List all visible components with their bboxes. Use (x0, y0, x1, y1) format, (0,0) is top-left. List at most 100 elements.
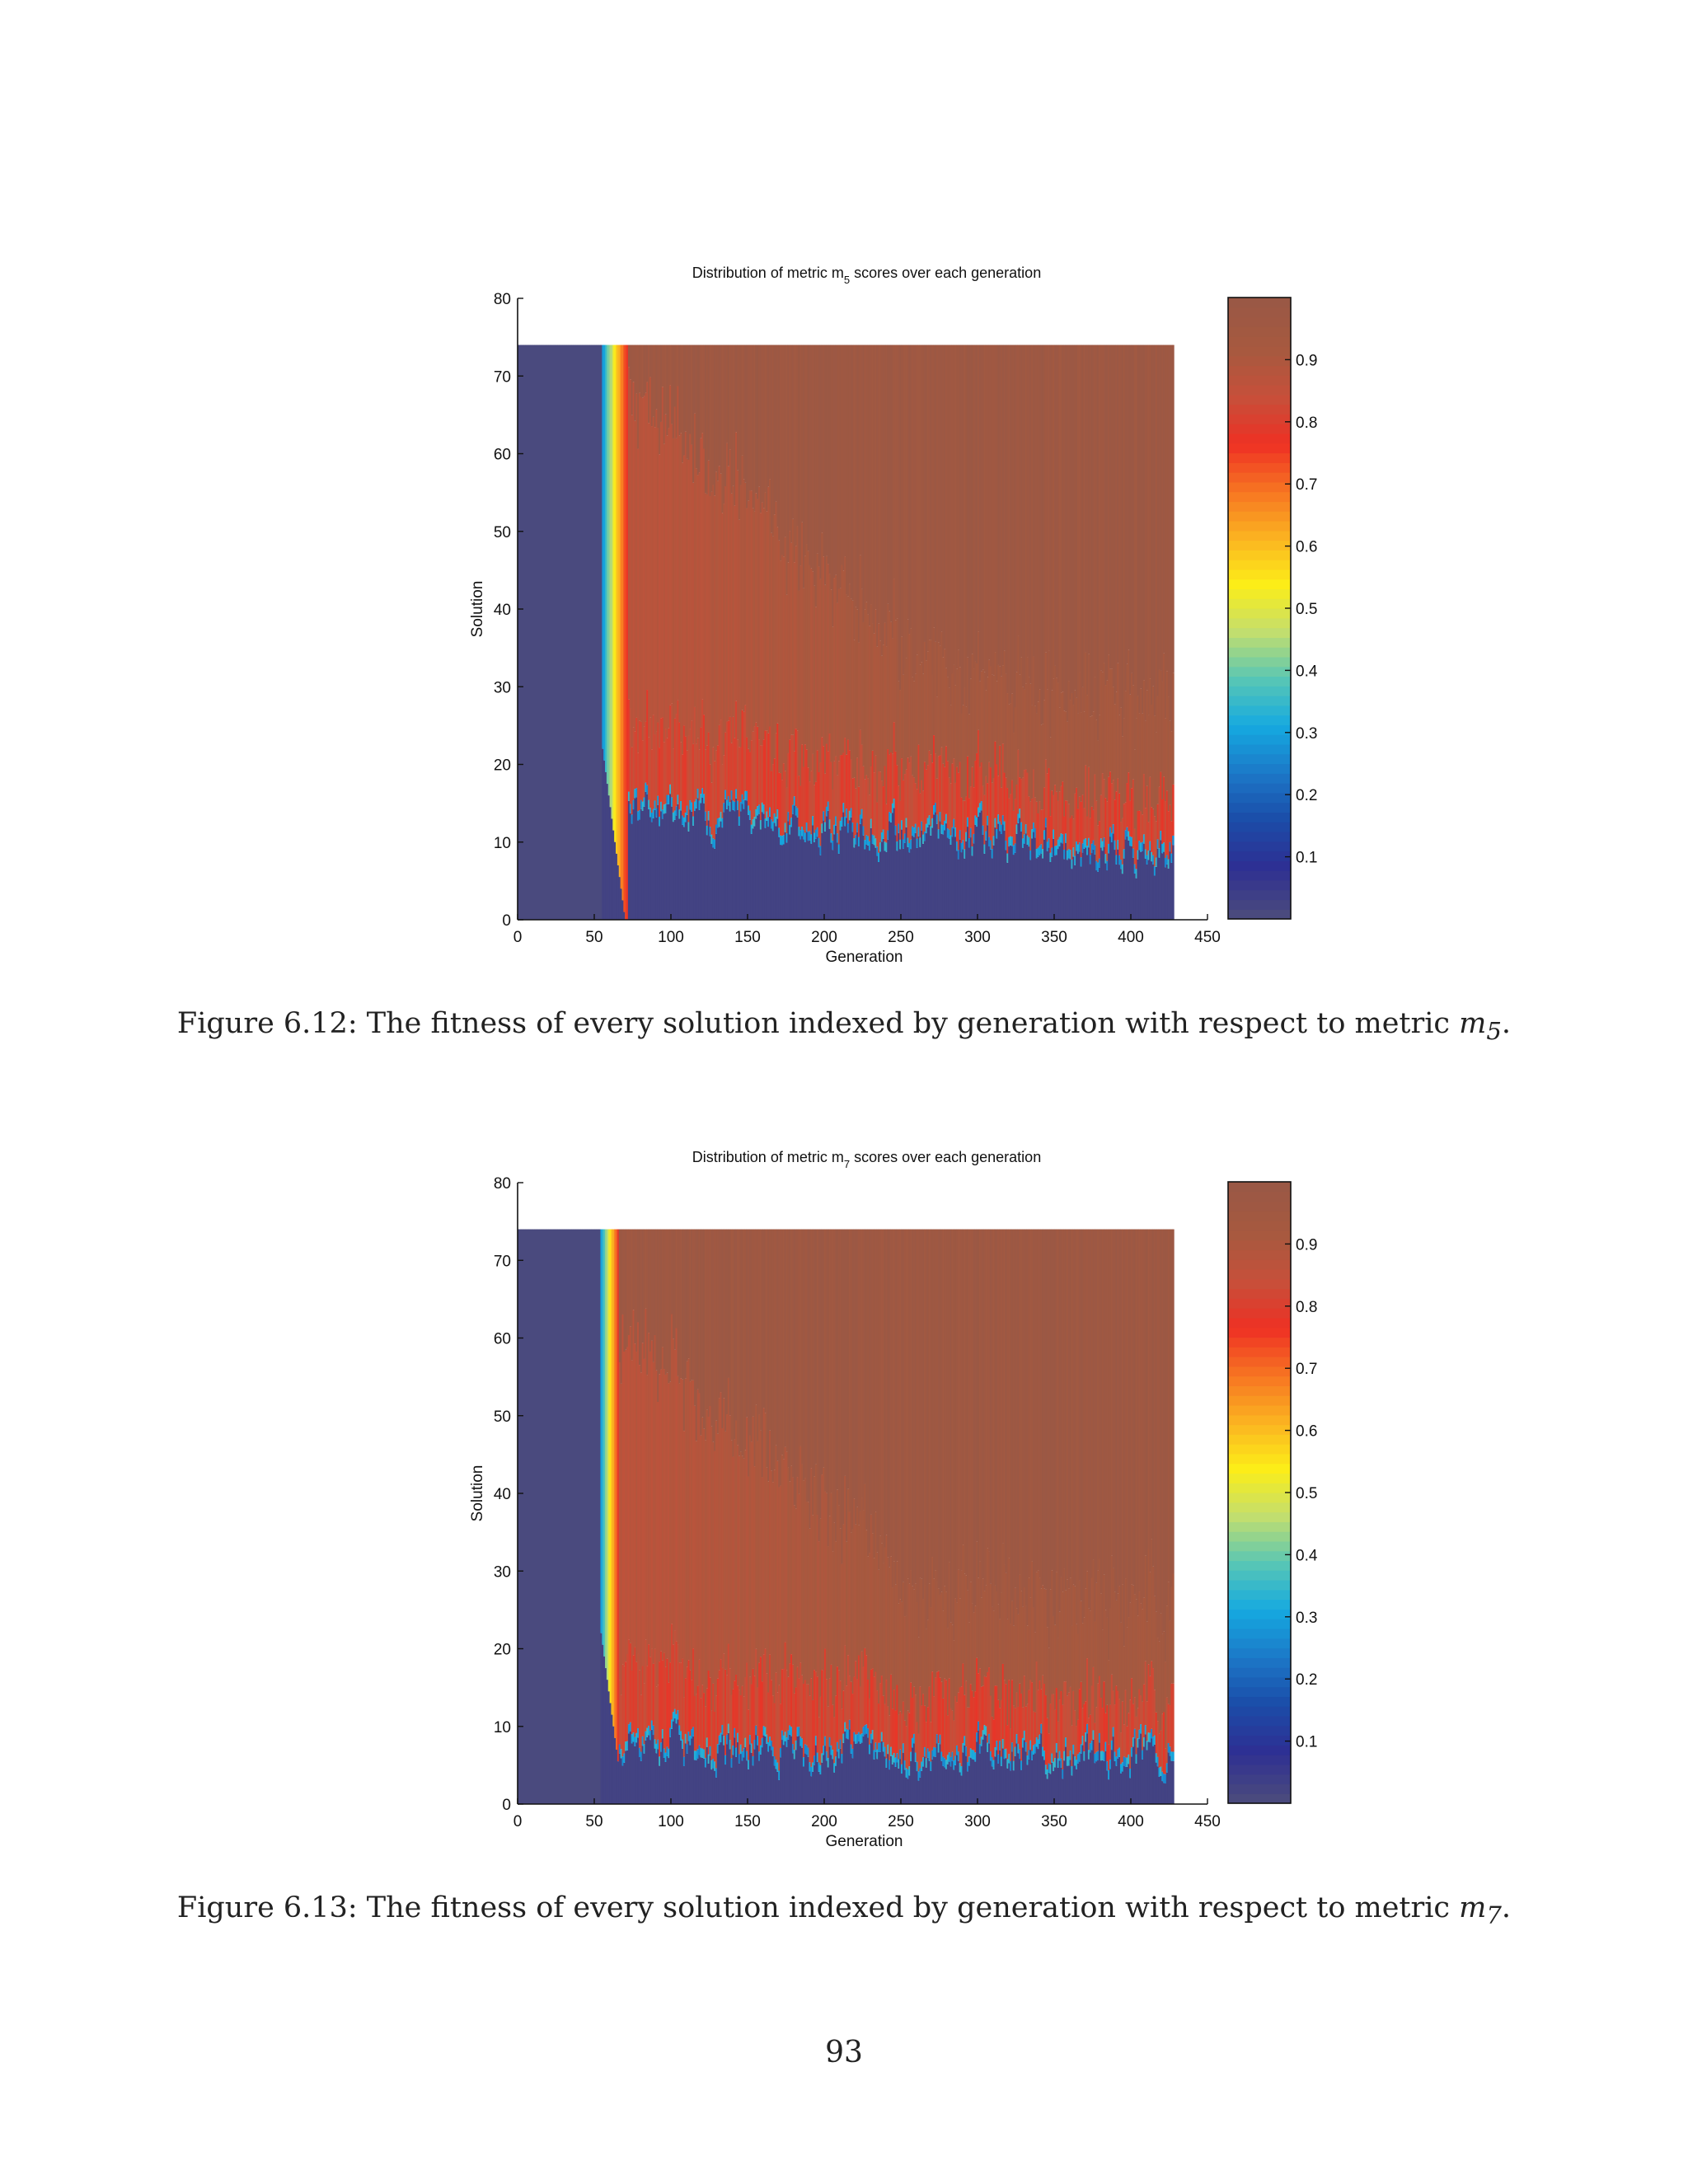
heatmap-cell (1051, 1753, 1053, 1763)
heatmap-cell (957, 772, 960, 851)
heatmap-cell (1156, 1766, 1160, 1804)
heatmap-column (1103, 344, 1105, 920)
heatmap-cell (704, 344, 707, 494)
heatmap-cell (1101, 672, 1104, 774)
heatmap-cell (787, 1467, 790, 1677)
heatmap-cell (907, 1769, 909, 1779)
heatmap-cell (725, 1675, 729, 1735)
heatmap-cell (1034, 828, 1037, 838)
heatmap-cell (1126, 1726, 1128, 1758)
heatmap-cell (923, 1756, 926, 1804)
heatmap-cell (802, 1480, 805, 1685)
heatmap-cell (907, 1779, 909, 1804)
heatmap-column (698, 344, 701, 920)
heatmap-column (659, 344, 663, 920)
heatmap-cell (795, 729, 798, 807)
heatmap-cell (1155, 866, 1158, 920)
x-tick-label: 100 (658, 1813, 684, 1830)
heatmap-cell (821, 1753, 823, 1763)
heatmap-cell (643, 726, 645, 798)
heatmap-cell (664, 804, 668, 813)
heatmap-column (795, 1229, 798, 1804)
heatmap-cell (851, 1748, 854, 1759)
heatmap-column (1049, 1229, 1052, 1804)
heatmap-cell (1147, 344, 1150, 715)
heatmap-cell (1001, 824, 1005, 920)
heatmap-column (736, 344, 739, 920)
heatmap-column (1142, 1229, 1144, 1804)
heatmap-column (539, 1229, 542, 1804)
heatmap-cell (887, 1557, 889, 1707)
heatmap-column (1051, 344, 1053, 920)
heatmap-cell (736, 800, 739, 811)
colorbar-tick-label: 0.3 (1296, 1610, 1317, 1627)
heatmap-column (828, 344, 832, 920)
heatmap-cell (552, 344, 556, 920)
heatmap-cell (1095, 1582, 1098, 1708)
heatmap-cell (1015, 833, 1018, 920)
heatmap-cell (848, 1675, 851, 1720)
heatmap-column (678, 344, 681, 920)
heatmap-cell (896, 618, 898, 766)
heatmap-cell (748, 490, 752, 752)
heatmap-cell (753, 1675, 756, 1741)
heatmap-cell (1156, 839, 1160, 849)
heatmap-cell (1140, 1603, 1142, 1695)
heatmap-column (1037, 1229, 1039, 1804)
heatmap-column (865, 1229, 868, 1804)
heatmap-column (1074, 1229, 1076, 1804)
heatmap-cell (1063, 1229, 1066, 1569)
heatmap-cell (1032, 832, 1035, 920)
heatmap-cell (716, 1744, 720, 1754)
heatmap-cell (957, 344, 960, 650)
heatmap-cell (1156, 1756, 1160, 1767)
colorbar-segment (1228, 316, 1291, 327)
heatmap-cell (785, 1670, 788, 1738)
heatmap-cell (700, 803, 702, 920)
heatmap-cell (591, 344, 593, 920)
heatmap-column (770, 1229, 773, 1804)
heatmap-cell (839, 830, 842, 920)
heatmap-cell (675, 714, 678, 807)
heatmap-cell (700, 1435, 702, 1699)
heatmap-cell (873, 835, 875, 846)
heatmap-cell (1060, 842, 1062, 920)
heatmap-cell (910, 344, 912, 629)
heatmap-column (729, 1229, 732, 1804)
heatmap-cell (659, 1661, 661, 1757)
heatmap-cell (940, 1681, 943, 1752)
heatmap-cell (835, 756, 837, 817)
heatmap-cell (868, 1744, 871, 1755)
heatmap-cell (1055, 855, 1058, 920)
heatmap-cell (946, 761, 950, 829)
heatmap-cell (605, 1668, 607, 1804)
heatmap-cell (985, 690, 987, 776)
heatmap-cell (625, 1349, 627, 1662)
heatmap-cell (617, 1761, 620, 1804)
heatmap-cell (663, 1757, 666, 1804)
heatmap-cell (1019, 1749, 1021, 1760)
heatmap-cell (663, 1369, 666, 1653)
heatmap-cell (625, 1750, 627, 1804)
heatmap-column (556, 1229, 558, 1804)
heatmap-cell (1017, 823, 1020, 920)
heatmap-cell (790, 1465, 793, 1655)
heatmap-cell (1092, 840, 1095, 850)
heatmap-cell (1080, 1753, 1083, 1804)
heatmap-column (531, 1229, 534, 1804)
colorbar-segment (1228, 705, 1291, 716)
heatmap-cell (689, 809, 692, 920)
heatmap-cell (796, 1229, 799, 1478)
heatmap-cell (973, 1612, 975, 1698)
heatmap-cell (1131, 1584, 1133, 1679)
heatmap-cell (1163, 653, 1165, 777)
heatmap-cell (675, 1713, 678, 1724)
heatmap-cell (889, 1755, 893, 1804)
heatmap-cell (1124, 1578, 1128, 1690)
heatmap-cell (855, 835, 857, 845)
colorbar-segment (1228, 481, 1291, 493)
heatmap-cell (716, 745, 720, 819)
heatmap-cell (1092, 344, 1095, 712)
heatmap-column (612, 1229, 615, 1804)
heatmap-cell (1010, 344, 1014, 694)
